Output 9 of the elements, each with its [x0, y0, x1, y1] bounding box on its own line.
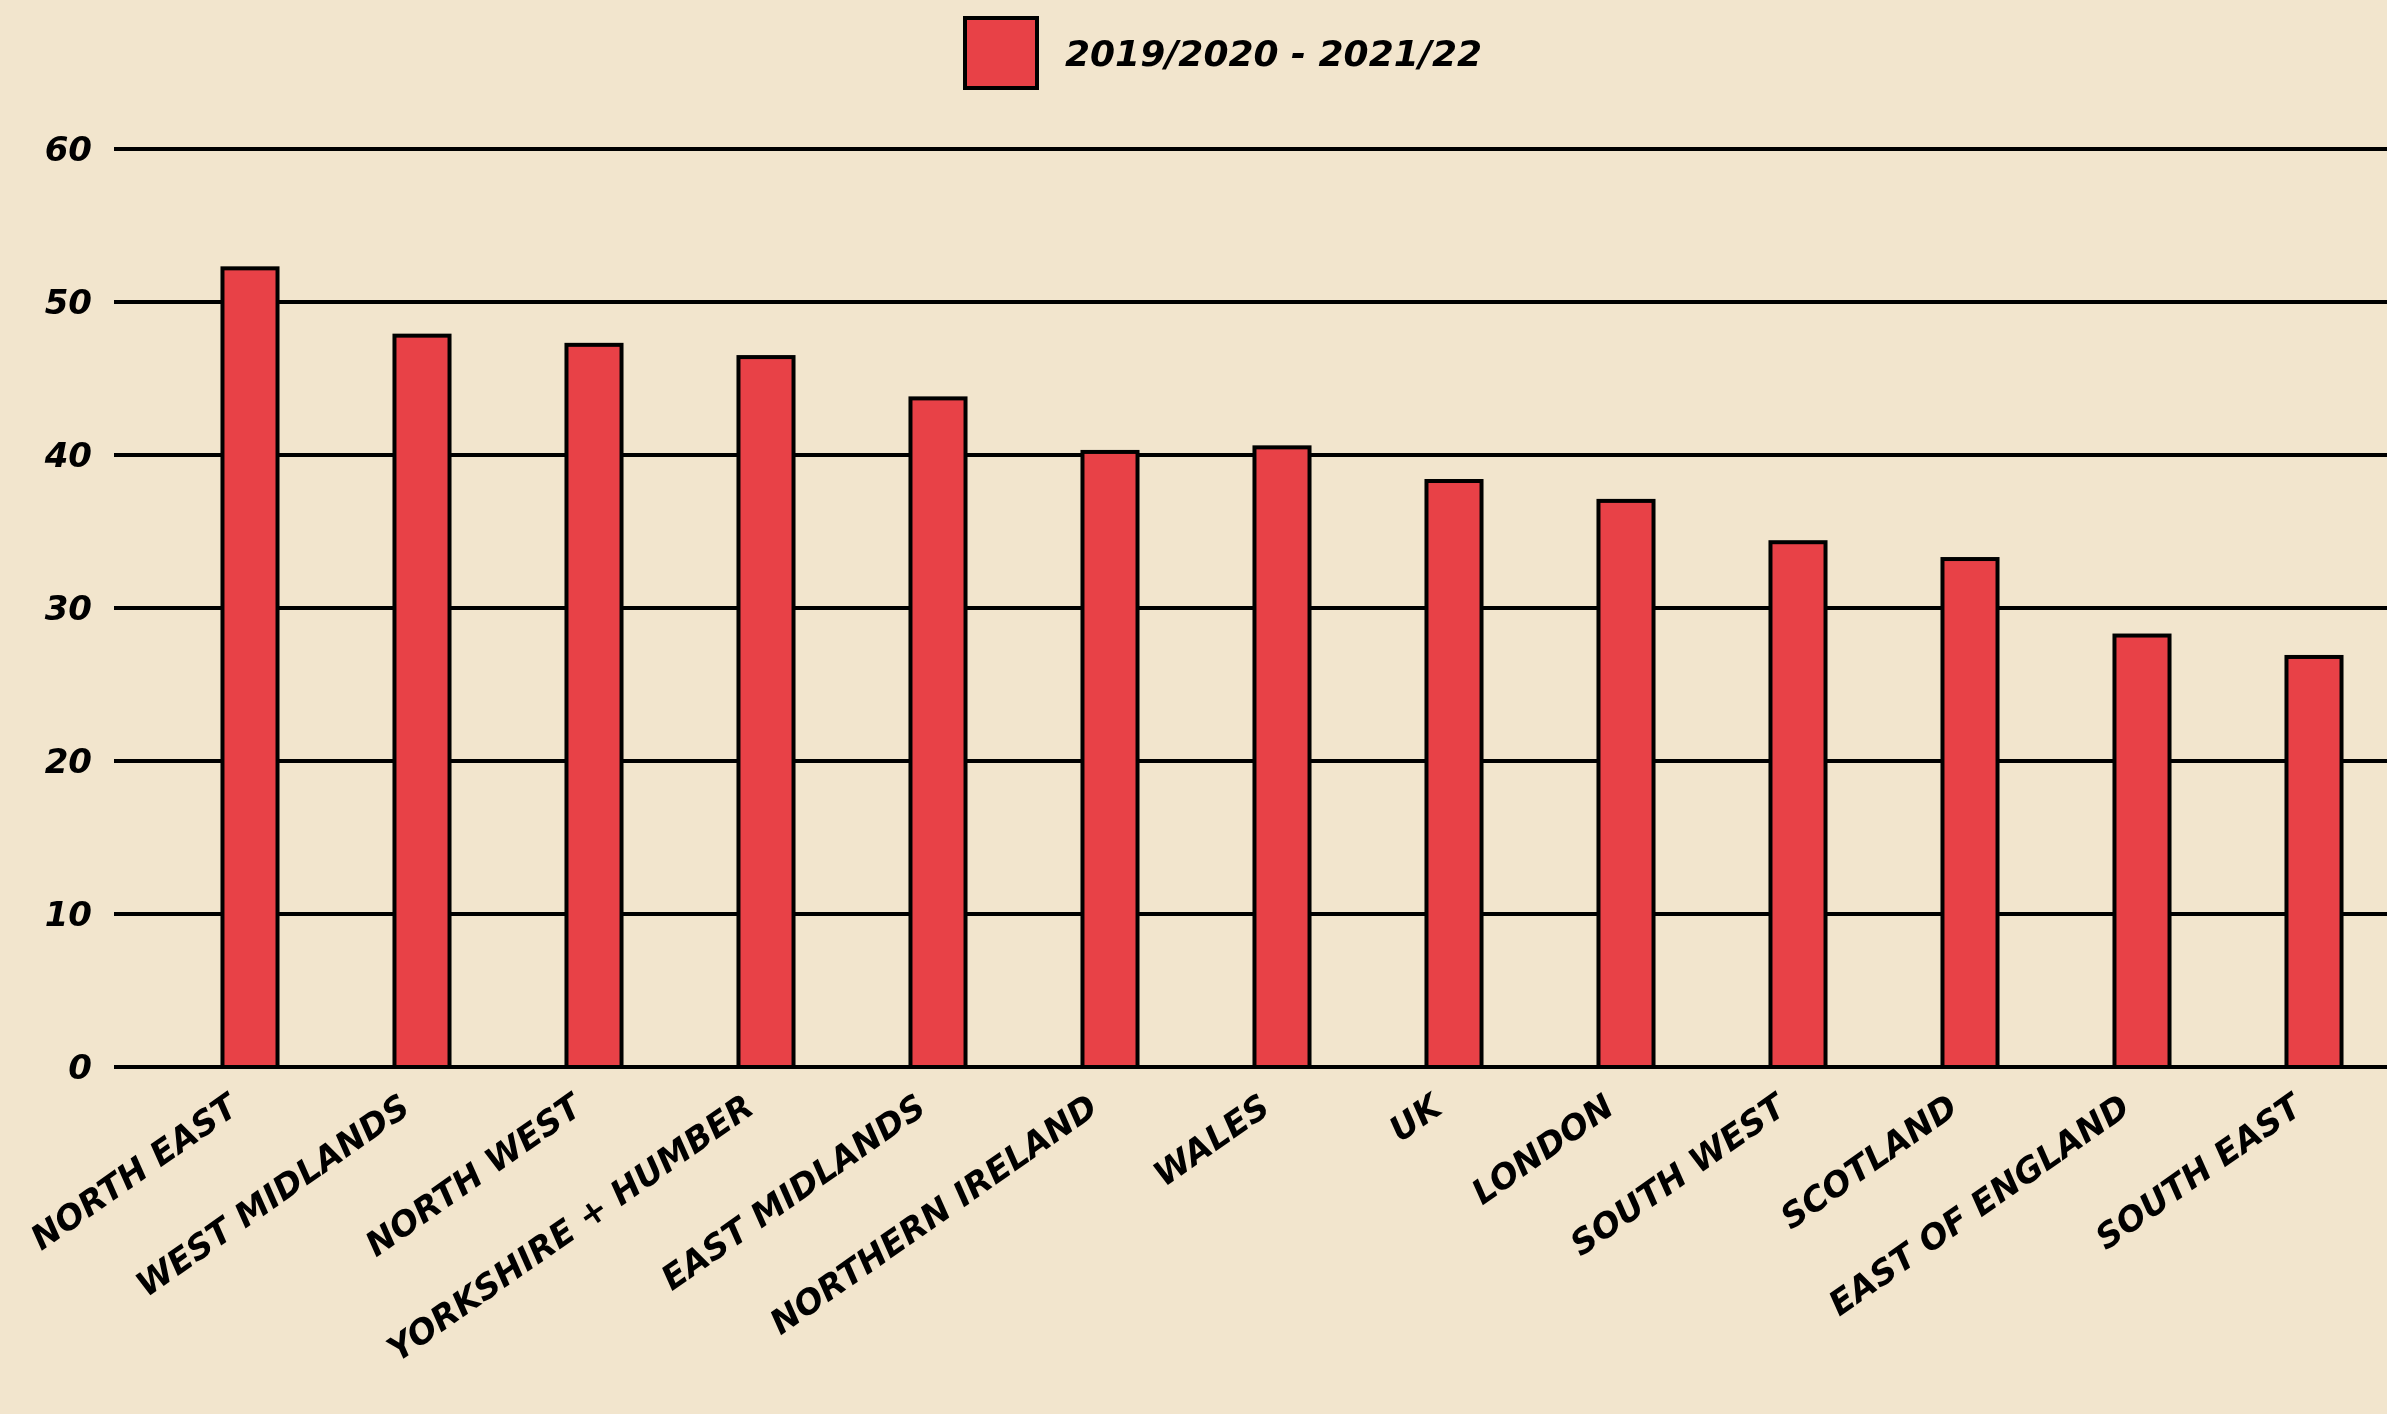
legend-label: 2019/2020 - 2021/22: [1065, 32, 1482, 74]
x-tick-label: UK: [1381, 1084, 1451, 1150]
y-tick-label: 30: [44, 587, 92, 628]
y-tick-label: 20: [44, 740, 92, 781]
y-tick-label: 60: [44, 128, 92, 169]
y-tick-label: 40: [43, 434, 92, 475]
y-tick-label: 50: [44, 281, 92, 322]
y-tick-label: 10: [44, 893, 92, 934]
y-tick-label: 0: [68, 1046, 92, 1087]
